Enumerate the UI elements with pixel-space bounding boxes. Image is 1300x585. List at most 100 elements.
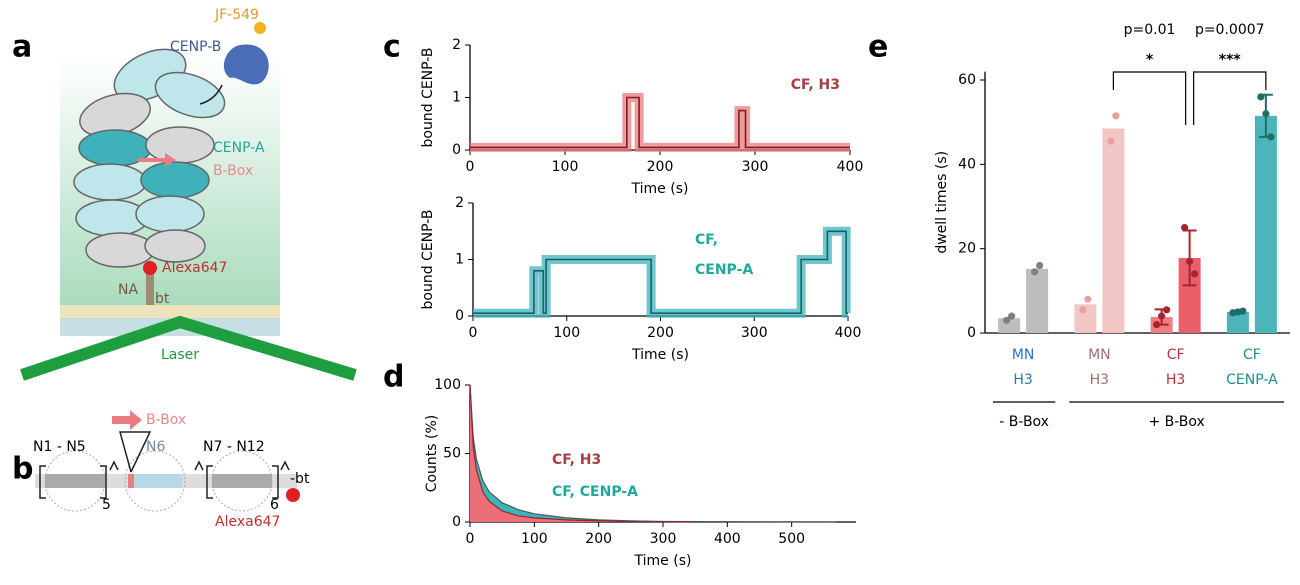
category-label: CENP-A [1226, 372, 1278, 388]
label: N1 - N5 [33, 439, 86, 455]
nucleosomes [73, 48, 226, 268]
nucleosome [73, 163, 147, 201]
label: B-Box [146, 412, 186, 428]
bracket [206, 465, 213, 499]
label: bt [155, 291, 170, 307]
significance-stars: * [1146, 52, 1154, 68]
data-point [1084, 295, 1092, 303]
bar [1026, 268, 1049, 333]
x-tick-label: 400 [835, 325, 862, 341]
x-tick-label: 300 [741, 325, 768, 341]
bracket [39, 465, 46, 499]
data-point [1008, 312, 1016, 320]
significance-bracket [1112, 71, 1187, 125]
data-point [1112, 112, 1120, 120]
x-axis-label: Time (s) [631, 347, 689, 363]
y-tick-label: 2 [455, 195, 464, 211]
x-tick-label: 500 [778, 531, 805, 547]
y-axis-label: bound CENP-B [420, 210, 436, 310]
data-point [1036, 261, 1044, 270]
data-point [1239, 307, 1247, 315]
y-axis-label: bound CENP-B [420, 48, 436, 148]
x-tick-label: 200 [585, 531, 612, 547]
alexa-dot [143, 261, 157, 275]
category-label: H3 [1090, 372, 1109, 388]
zoom [119, 431, 152, 473]
b-box-segment [128, 474, 134, 488]
data-point [1257, 93, 1265, 101]
category-label: CF [1167, 347, 1185, 363]
y-axis-label: Counts (%) [424, 415, 440, 493]
nucleosome [145, 126, 215, 164]
nucleosome [135, 195, 205, 233]
b-box-arrow [112, 410, 142, 430]
x-tick-label: 0 [466, 159, 475, 175]
y-axis-label: dwell times (s) [934, 151, 950, 254]
area-fill [470, 385, 696, 522]
outline [124, 450, 186, 512]
bar [1226, 311, 1249, 333]
x-tick-label: 400 [837, 159, 864, 175]
x-tick-label: 0 [469, 325, 478, 341]
dye [254, 22, 266, 34]
data-point [1079, 306, 1087, 314]
data-point [1107, 137, 1115, 145]
y-tick-label: 0 [452, 514, 461, 530]
outline [44, 450, 106, 512]
y-tick-label: 1 [452, 90, 461, 106]
binding-arrow [199, 84, 223, 105]
array-segment [128, 474, 182, 488]
label: CENP-B [170, 39, 221, 55]
y-tick-label: 0 [967, 325, 976, 341]
data-point [1181, 223, 1189, 232]
label: -bt [290, 471, 310, 487]
linker [109, 460, 119, 471]
nucleosome [154, 71, 226, 119]
diagram-a: JF-549 CENP-B CENP-A B-Box Alexa647 NA b… [20, 7, 357, 381]
panel-label: b [12, 452, 33, 487]
label: Laser [161, 347, 199, 363]
panel-label: e [868, 30, 888, 65]
bar [1102, 128, 1125, 333]
y-tick-label: 1 [455, 252, 464, 268]
category-label: MN [1012, 347, 1035, 363]
b-box-arrow [138, 153, 176, 167]
y-tick-label: 2 [452, 37, 461, 53]
label: N6 [146, 439, 165, 455]
p-value: p=0.01 [1124, 22, 1176, 38]
trace-band [473, 226, 851, 318]
area-line [469, 384, 696, 523]
group-label: + B-Box [1148, 414, 1204, 430]
trace-band [470, 93, 850, 152]
p-value: p=0.0007 [1195, 22, 1265, 38]
x-tick-label: 300 [650, 531, 677, 547]
laser-beam [20, 315, 357, 381]
step-fit [473, 230, 848, 314]
x-tick-label: 400 [714, 531, 741, 547]
significance-bracket [1193, 71, 1267, 125]
legend-entry: CF, H3 [552, 452, 601, 468]
y-tick-label: 50 [443, 446, 461, 462]
data-point [1186, 257, 1194, 265]
nucleosome [85, 232, 155, 268]
linker [194, 460, 204, 471]
array-segment [45, 474, 105, 488]
data-point [1158, 312, 1166, 320]
cenp-b-protein [223, 44, 269, 85]
label: B-Box [213, 163, 253, 179]
label: 5 [102, 497, 111, 513]
y-tick-label: 20 [958, 241, 976, 257]
label: NA [118, 282, 138, 298]
label: Alexa647 [162, 260, 227, 276]
y-tick-label: 0 [452, 142, 461, 158]
label: N7 - N12 [203, 439, 265, 455]
area-fill [470, 385, 837, 522]
x-tick-label: 200 [647, 159, 674, 175]
array-segment [212, 474, 272, 488]
y-tick-label: 40 [958, 156, 976, 172]
x-tick-label: 300 [742, 159, 769, 175]
data-point [1031, 268, 1039, 276]
y-tick-label: 60 [958, 72, 976, 88]
category-label: CF [1243, 347, 1261, 363]
